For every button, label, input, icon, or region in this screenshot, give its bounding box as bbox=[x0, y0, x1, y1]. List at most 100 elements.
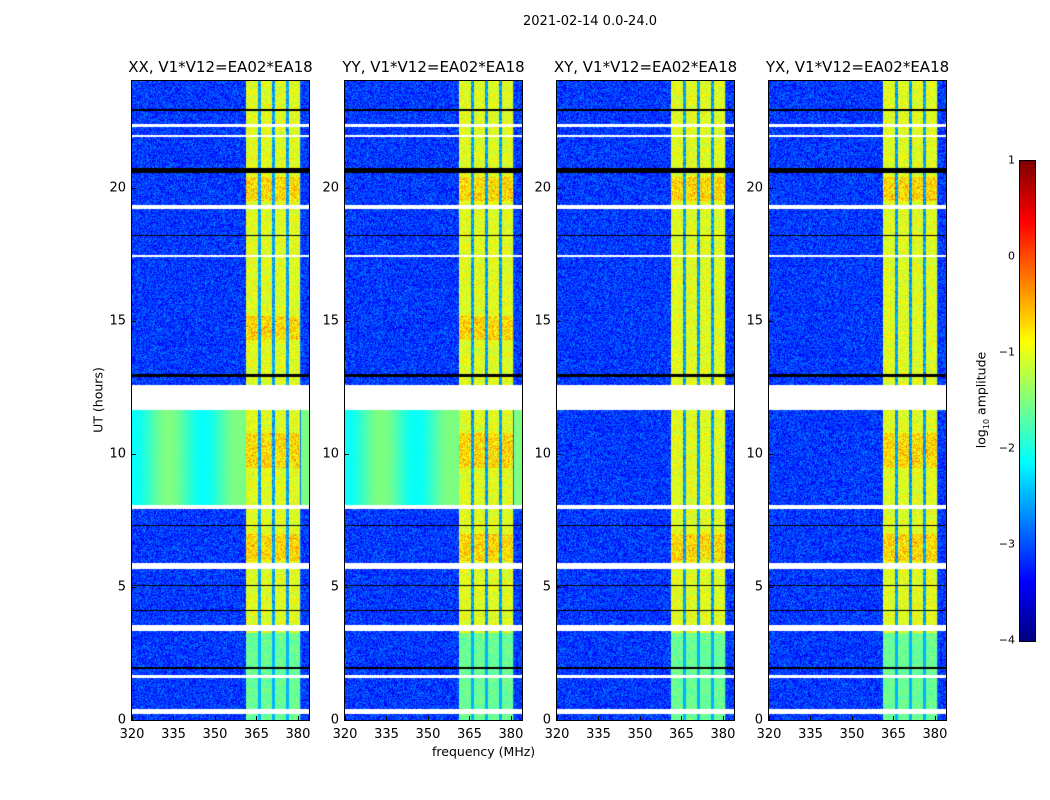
y-tick-label: 20 bbox=[109, 180, 126, 195]
x-tick-label: 380 bbox=[922, 727, 948, 742]
x-axis-label: frequency (MHz) bbox=[432, 744, 536, 759]
x-tick-mark bbox=[256, 716, 258, 720]
y-tick-mark bbox=[345, 453, 349, 455]
colorbar-tick-label: 0 bbox=[1008, 249, 1015, 263]
figure-title: 2021-02-14 0.0-24.0 bbox=[523, 14, 657, 29]
y-tick-mark bbox=[557, 187, 561, 189]
colorbar-tick-label: −2 bbox=[998, 441, 1015, 455]
x-tick-label: 350 bbox=[839, 727, 865, 742]
x-tick-label: 350 bbox=[202, 727, 228, 742]
y-tick-label: 20 bbox=[534, 180, 551, 195]
y-tick-mark bbox=[345, 187, 349, 189]
x-tick-mark bbox=[769, 716, 770, 720]
y-tick-mark bbox=[132, 586, 136, 588]
x-tick-mark bbox=[345, 716, 346, 720]
y-tick-mark bbox=[769, 720, 773, 721]
x-tick-mark bbox=[598, 716, 600, 720]
y-tick-mark bbox=[769, 187, 773, 189]
x-tick-label: 365 bbox=[457, 727, 482, 742]
y-tick-label: 5 bbox=[542, 579, 551, 595]
x-tick-label: 380 bbox=[710, 727, 736, 742]
colorbar-tick-label: 1 bbox=[1008, 153, 1015, 167]
y-tick-mark bbox=[132, 187, 136, 189]
y-tick-label: 15 bbox=[322, 313, 339, 329]
y-tick-mark bbox=[557, 720, 561, 721]
x-tick-label: 380 bbox=[498, 727, 524, 742]
y-tick-label: 0 bbox=[330, 712, 339, 728]
x-tick-mark bbox=[297, 716, 299, 720]
heatmap-image bbox=[557, 81, 734, 720]
x-tick-mark bbox=[214, 716, 216, 720]
x-tick-label: 380 bbox=[285, 727, 311, 742]
x-tick-label: 320 bbox=[544, 727, 570, 742]
y-tick-mark bbox=[769, 320, 773, 322]
panel-title: YX, V1*V12=EA02*EA18 bbox=[765, 58, 950, 76]
y-tick-mark bbox=[345, 586, 349, 588]
y-tick-label: 5 bbox=[330, 579, 339, 595]
y-tick-label: 5 bbox=[754, 579, 763, 595]
heatmap-image bbox=[345, 81, 522, 720]
heatmap-panel-2: XY, V1*V12=EA02*EA18 320 335 350 365 380 0 5 10 1… bbox=[534, 58, 737, 742]
x-tick-label: 365 bbox=[244, 727, 269, 742]
x-tick-mark bbox=[427, 716, 429, 720]
x-tick-mark bbox=[681, 716, 683, 720]
y-tick-mark bbox=[345, 320, 349, 322]
y-tick-label: 10 bbox=[109, 446, 126, 462]
y-tick-label: 0 bbox=[754, 712, 763, 728]
y-tick-mark bbox=[132, 453, 136, 455]
y-tick-label: 10 bbox=[534, 446, 551, 462]
x-tick-mark bbox=[557, 716, 558, 720]
colorbar-tick-label: −1 bbox=[998, 345, 1015, 359]
x-tick-mark bbox=[510, 716, 512, 720]
x-tick-label: 320 bbox=[119, 727, 145, 742]
y-tick-mark bbox=[132, 720, 136, 721]
colorbar-tick-label: −4 bbox=[998, 633, 1015, 647]
x-tick-mark bbox=[722, 716, 724, 720]
x-tick-mark bbox=[132, 716, 133, 720]
heatmap-panel-0: XX, V1*V12=EA02*EA18 320 335 350 365 380 0 5 10 1… bbox=[109, 58, 312, 742]
x-tick-mark bbox=[639, 716, 641, 720]
y-tick-mark bbox=[557, 586, 561, 588]
y-tick-mark bbox=[557, 320, 561, 322]
y-tick-label: 20 bbox=[322, 180, 339, 195]
colorbar-label: log10 amplitude bbox=[973, 351, 991, 449]
colorbar bbox=[1019, 160, 1036, 642]
y-tick-label: 5 bbox=[117, 579, 126, 595]
panel-title: XX, V1*V12=EA02*EA18 bbox=[128, 58, 313, 76]
heatmap-image bbox=[132, 81, 309, 720]
y-tick-label: 0 bbox=[117, 712, 126, 728]
y-tick-label: 10 bbox=[322, 446, 339, 462]
x-tick-label: 335 bbox=[374, 727, 399, 742]
y-tick-mark bbox=[345, 720, 349, 721]
x-tick-mark bbox=[893, 716, 895, 720]
y-tick-mark bbox=[769, 586, 773, 588]
x-tick-mark bbox=[810, 716, 812, 720]
y-tick-mark bbox=[769, 453, 773, 455]
x-tick-mark bbox=[934, 716, 936, 720]
x-tick-label: 350 bbox=[627, 727, 653, 742]
panel-title: XY, V1*V12=EA02*EA18 bbox=[553, 58, 738, 76]
heatmap-panel-3: YX, V1*V12=EA02*EA18 320 335 350 365 380 0 5 10 1… bbox=[746, 58, 949, 742]
y-tick-label: 10 bbox=[746, 446, 763, 462]
x-tick-mark bbox=[469, 716, 471, 720]
x-tick-label: 350 bbox=[415, 727, 441, 742]
y-tick-label: 20 bbox=[746, 180, 763, 195]
heatmap-panel-1: YY, V1*V12=EA02*EA18 320 335 350 365 380 0 5 10 1… bbox=[322, 58, 524, 742]
x-tick-label: 320 bbox=[756, 727, 782, 742]
x-tick-label: 335 bbox=[161, 727, 186, 742]
x-tick-label: 335 bbox=[798, 727, 823, 742]
panel-title: YY, V1*V12=EA02*EA18 bbox=[342, 58, 525, 76]
x-tick-mark bbox=[851, 716, 853, 720]
x-tick-label: 335 bbox=[586, 727, 611, 742]
y-tick-mark bbox=[132, 320, 136, 322]
x-tick-mark bbox=[386, 716, 388, 720]
x-tick-label: 365 bbox=[669, 727, 694, 742]
y-tick-label: 0 bbox=[542, 712, 551, 728]
colorbar-tick-label: −3 bbox=[998, 537, 1015, 551]
y-tick-mark bbox=[557, 453, 561, 455]
y-tick-label: 15 bbox=[746, 313, 763, 329]
y-tick-label: 15 bbox=[109, 313, 126, 329]
x-tick-label: 365 bbox=[881, 727, 906, 742]
heatmap-image bbox=[769, 81, 946, 720]
